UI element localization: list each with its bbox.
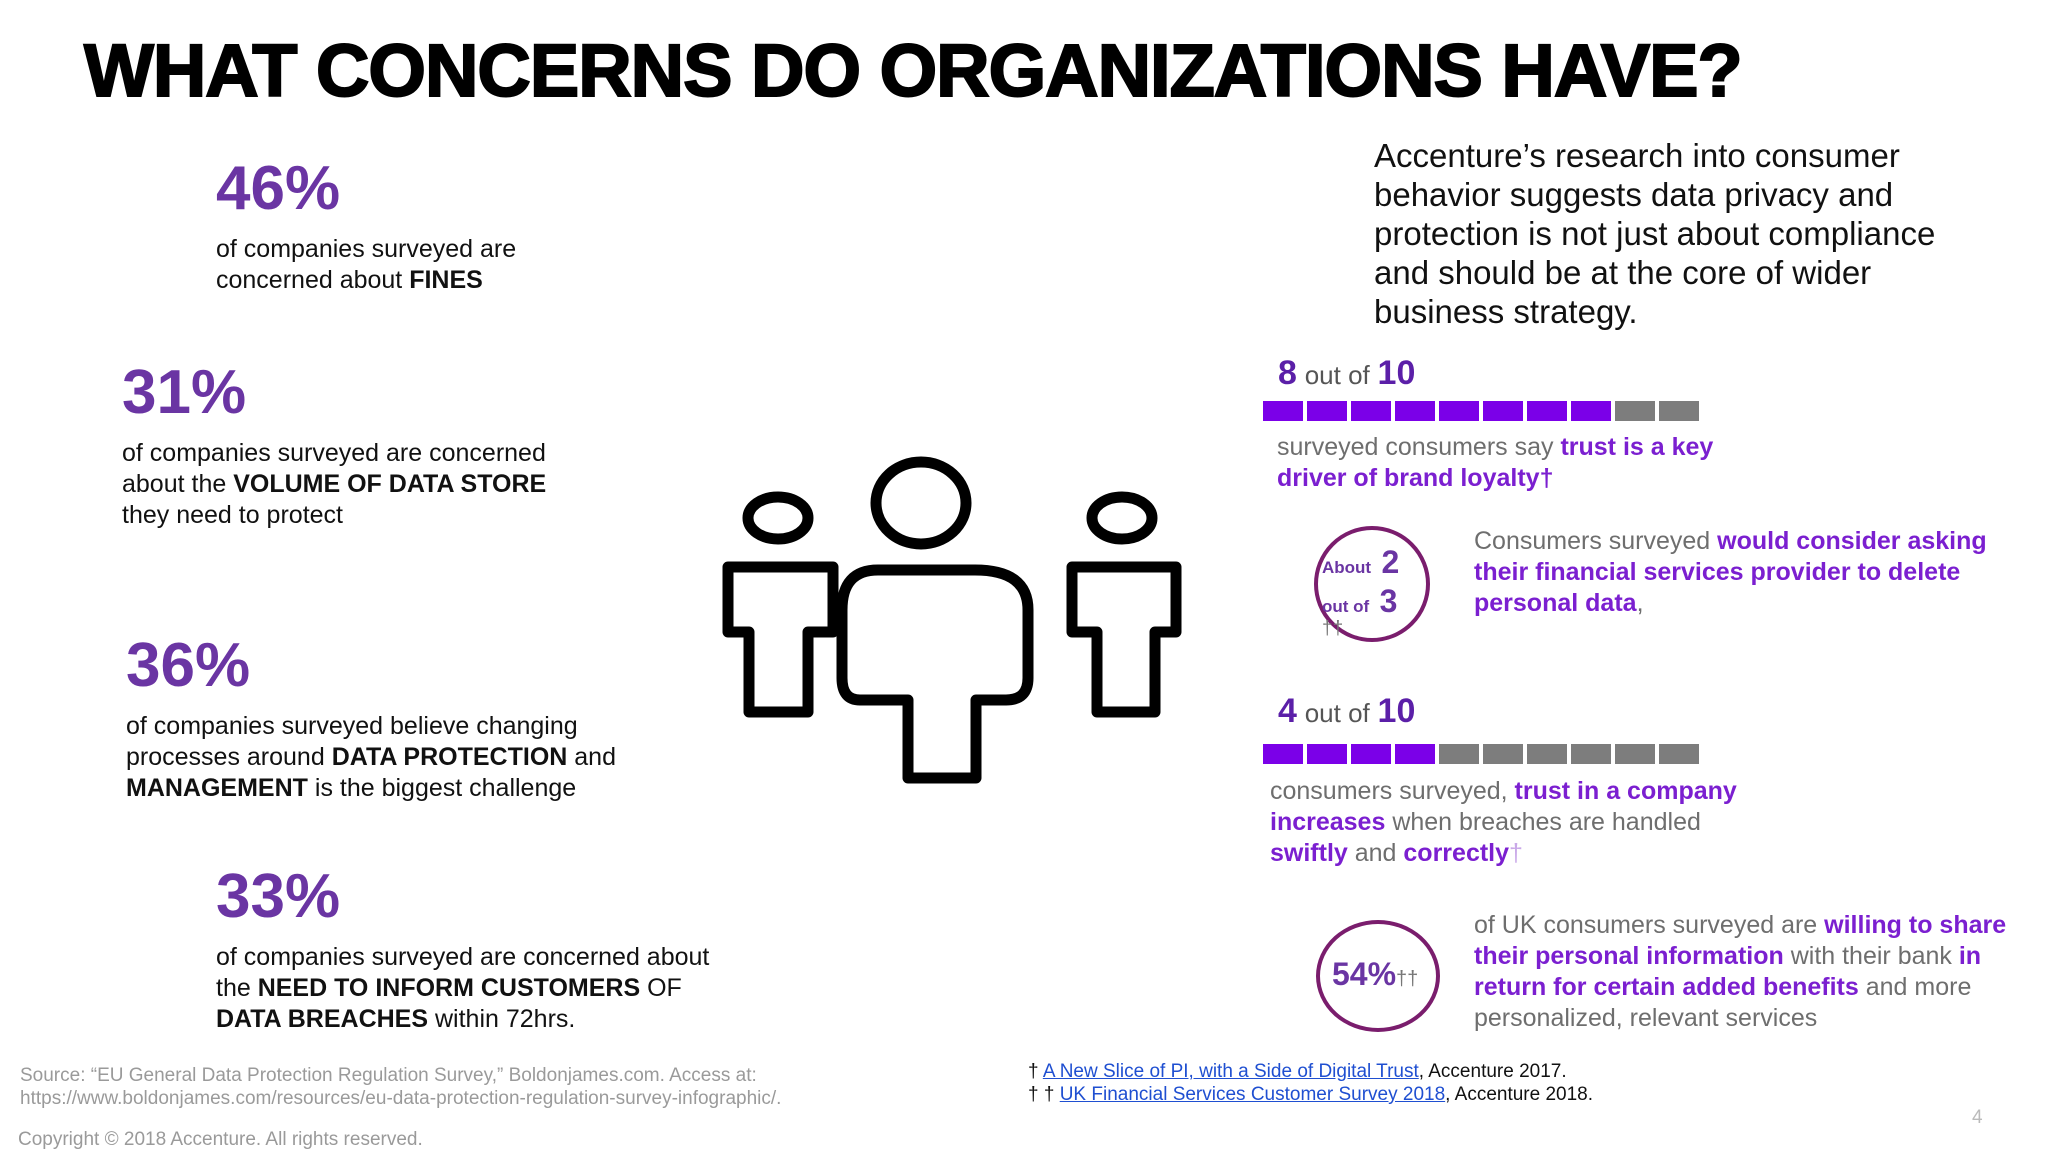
page-number: 4 (1972, 1107, 1983, 1128)
page-title: WHAT CONCERNS DO ORGANIZATIONS HAVE? (83, 28, 1744, 113)
percent-54-label: 54%†† (1332, 956, 1419, 992)
people-icon (722, 456, 1182, 784)
bar-segment-empty (1439, 744, 1479, 764)
footnote-link-2[interactable]: UK Financial Services Customer Survey 20… (1059, 1084, 1446, 1105)
stat-processes: 36% of companies surveyed believe changi… (126, 635, 646, 804)
stat-text: of companies surveyed are concerned abou… (216, 235, 517, 294)
source-note: Source: “EU General Data Protection Regu… (20, 1065, 782, 1109)
bar-segment-filled (1307, 401, 1347, 421)
ratio-4-of-10: 4 out of 10 (1278, 692, 1416, 730)
stat-text: of companies surveyed believe changing p… (126, 712, 616, 802)
bar-segment-empty (1615, 744, 1655, 764)
stat-volume: 31% of companies surveyed are concerned … (122, 362, 592, 531)
progress-bar-4-of-10 (1263, 744, 1699, 764)
bar-segment-filled (1439, 401, 1479, 421)
stat-percent: 31% (122, 358, 247, 427)
bar-segment-filled (1527, 401, 1567, 421)
block4-text: of UK consumers surveyed are willing to … (1474, 911, 2007, 1032)
bar-segment-empty (1571, 744, 1611, 764)
stat-text: of companies surveyed are concerned abou… (216, 943, 710, 1033)
block3-text: consumers surveyed, trust in a company i… (1270, 777, 1737, 867)
stat-percent: 46% (216, 154, 341, 223)
footnote-2: † † UK Financial Services Customer Surve… (1028, 1084, 1594, 1105)
bar-segment-filled (1571, 401, 1611, 421)
bar-segment-empty (1659, 744, 1699, 764)
bar-segment-empty (1615, 401, 1655, 421)
bar-segment-filled (1351, 744, 1391, 764)
bar-segment-empty (1527, 744, 1567, 764)
block1-text: surveyed consumers say trust is a key dr… (1277, 433, 1714, 492)
stat-percent: 36% (126, 631, 251, 700)
stat-text: of companies surveyed are concerned abou… (122, 439, 547, 529)
footnote-1: † A New Slice of PI, with a Side of Digi… (1028, 1061, 1567, 1082)
bar-segment-filled (1395, 401, 1435, 421)
bar-segment-filled (1307, 744, 1347, 764)
about-2-of-3-circle (1314, 526, 1430, 642)
stat-fines: 46% of companies surveyed are concerned … (216, 158, 596, 296)
intro-paragraph: Accenture’s research into consumer behav… (1374, 137, 1936, 330)
bar-segment-filled (1263, 401, 1303, 421)
bar-segment-filled (1483, 401, 1523, 421)
footnotes: † A New Slice of PI, with a Side of Digi… (1028, 1060, 1728, 1106)
stat-breaches: 33% of companies surveyed are concerned … (216, 866, 746, 1035)
block2-text: Consumers surveyed would consider asking… (1474, 527, 1987, 617)
bar-segment-empty (1659, 401, 1699, 421)
bar-segment-filled (1395, 744, 1435, 764)
progress-bar-8-of-10 (1263, 401, 1699, 421)
stat-percent: 33% (216, 862, 341, 931)
copyright: Copyright © 2018 Accenture. All rights r… (18, 1129, 423, 1150)
ratio-8-of-10: 8 out of 10 (1278, 354, 1416, 392)
about-2-of-3-label: About 2 out of 3 †† (1322, 544, 1400, 639)
footnote-link-1[interactable]: A New Slice of PI, with a Side of Digita… (1042, 1061, 1419, 1082)
bar-segment-filled (1351, 401, 1391, 421)
bar-segment-filled (1263, 744, 1303, 764)
bar-segment-empty (1483, 744, 1523, 764)
percent-54-circle (1316, 920, 1440, 1032)
